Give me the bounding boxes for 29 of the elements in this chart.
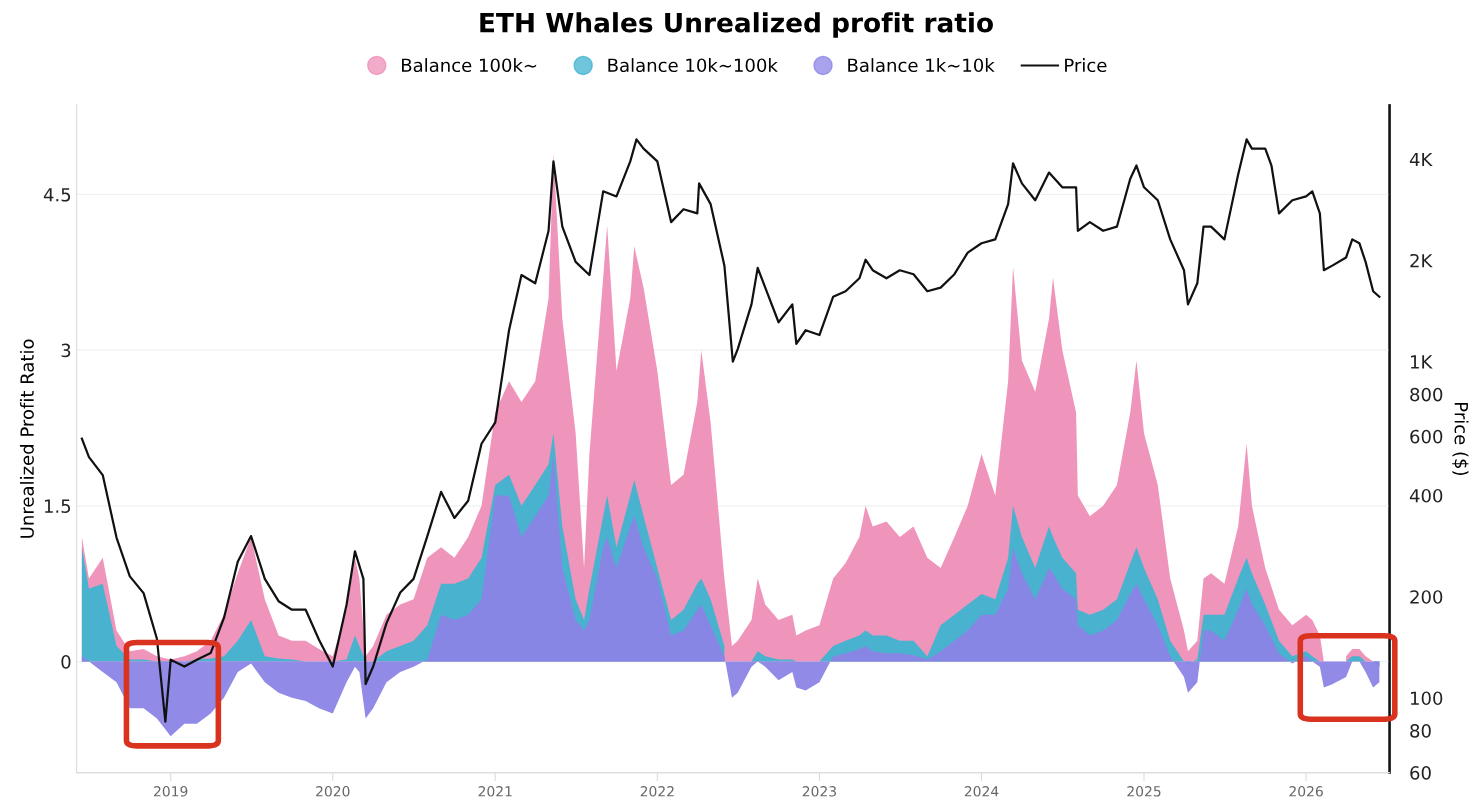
y2-tick-label: 4K	[1409, 152, 1433, 167]
chart-title: ETH Whales Unrealized profit ratio	[480, 12, 993, 38]
legend-label: Price	[1065, 58, 1107, 73]
x-tick-label: 2024	[964, 786, 999, 797]
y-tick-label: 0	[61, 654, 71, 669]
y2-tick-label: 600	[1410, 429, 1443, 444]
legend-label: Balance 1k~10k	[848, 58, 995, 73]
x-tick-label: 2021	[478, 786, 512, 797]
y-tick-label: 3	[61, 343, 71, 358]
y2-axis-title: Price ($)	[1452, 402, 1469, 476]
x-tick-label: 2022	[640, 786, 674, 797]
x-tick-label: 2023	[802, 786, 836, 797]
y-axis-title: Unrealized Profit Ratio	[19, 339, 34, 538]
legend-label: Balance 10k~100k	[608, 58, 778, 73]
y2-tick-label: 60	[1410, 766, 1431, 780]
x-tick-label: 2020	[316, 786, 350, 797]
y2-tick-label: 800	[1410, 387, 1443, 402]
x-tick-label: 2026	[1289, 786, 1323, 797]
x-tick-label: 2025	[1127, 786, 1161, 797]
y2-tick-label: 100	[1411, 691, 1443, 706]
y2-tick-label: 80	[1410, 724, 1431, 738]
y-tick-label: 4.5	[43, 188, 71, 202]
y2-tick-label: 2K	[1410, 253, 1433, 268]
legend-label: Balance 100k~	[402, 58, 537, 73]
y-tick-label: 1.5	[44, 499, 71, 513]
y2-tick-label: 1K	[1411, 355, 1433, 369]
y2-tick-label: 200	[1410, 590, 1443, 604]
y2-tick-label: 400	[1409, 488, 1443, 503]
x-tick-label: 2019	[154, 786, 188, 797]
